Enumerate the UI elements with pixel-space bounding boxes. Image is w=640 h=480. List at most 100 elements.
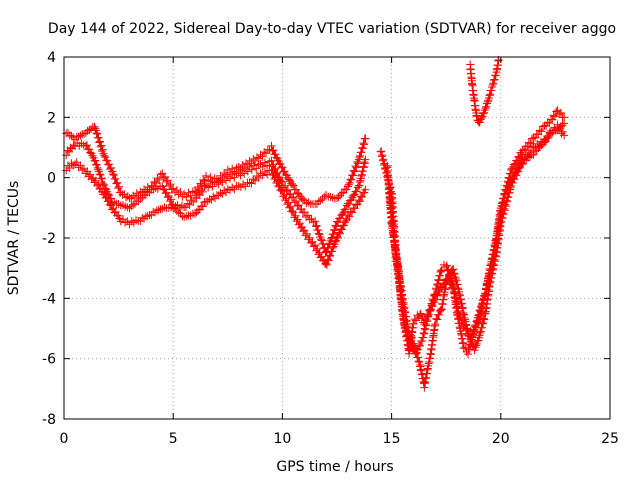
data-point	[267, 141, 276, 150]
data-point	[448, 283, 457, 292]
data-point	[288, 207, 297, 216]
data-point	[278, 187, 287, 196]
data-point	[316, 196, 325, 205]
data-point	[166, 180, 175, 189]
data-point	[436, 271, 445, 280]
data-point	[423, 317, 432, 326]
data-point	[449, 282, 458, 291]
data-point	[191, 209, 200, 218]
x-tick-label: 15	[383, 431, 401, 447]
data-point	[167, 195, 176, 204]
data-point	[286, 202, 295, 211]
data-point	[273, 154, 282, 163]
data-point	[346, 175, 355, 184]
data-point	[405, 334, 414, 343]
data-point	[535, 142, 544, 151]
data-point	[355, 181, 364, 190]
y-tick-label: -2	[42, 231, 56, 247]
data-point	[517, 150, 526, 159]
data-point	[445, 269, 454, 278]
series-track-2	[62, 139, 370, 257]
data-point	[198, 187, 207, 196]
chart-title: Day 144 of 2022, Sidereal Day-to-day VTE…	[48, 21, 616, 37]
data-point	[83, 126, 92, 135]
series-track-3	[62, 158, 370, 269]
data-point	[355, 197, 364, 206]
data-point	[292, 185, 301, 194]
data-point	[422, 321, 431, 330]
data-point	[436, 267, 445, 276]
data-point	[208, 182, 217, 191]
data-point	[326, 192, 335, 201]
data-point	[108, 170, 117, 179]
data-point	[312, 221, 321, 230]
data-point	[360, 159, 369, 168]
data-point	[201, 171, 210, 180]
data-point	[538, 122, 547, 131]
data-point	[271, 173, 280, 182]
data-point	[152, 206, 161, 215]
data-point	[442, 261, 451, 270]
data-point	[509, 160, 518, 169]
data-point	[345, 199, 354, 208]
data-point	[314, 226, 323, 235]
data-point	[97, 174, 106, 183]
data-point	[376, 147, 385, 156]
data-point	[361, 185, 370, 194]
data-point	[93, 163, 102, 172]
data-point	[103, 156, 112, 165]
x-axis-label: GPS time / hours	[276, 459, 393, 475]
data-point	[334, 193, 343, 202]
data-point	[506, 178, 515, 187]
data-point	[416, 309, 425, 318]
data-point	[289, 181, 298, 190]
data-point	[93, 129, 102, 138]
data-point	[345, 212, 354, 221]
data-point	[102, 193, 111, 202]
data-point	[338, 209, 347, 218]
data-point	[357, 148, 366, 157]
data-point	[560, 119, 569, 128]
data-point	[275, 181, 284, 190]
data-point	[230, 185, 239, 194]
data-point	[558, 121, 567, 130]
data-point	[337, 225, 346, 234]
data-point	[447, 277, 456, 286]
data-point	[483, 97, 492, 106]
data-point	[138, 213, 147, 222]
data-point	[414, 353, 423, 362]
data-point	[249, 175, 258, 184]
data-point	[317, 236, 326, 245]
data-point	[243, 167, 252, 176]
data-point	[284, 198, 293, 207]
data-point	[95, 137, 104, 146]
data-point	[327, 247, 336, 256]
data-point	[273, 177, 282, 186]
data-point	[245, 178, 254, 187]
x-tick-label: 0	[60, 431, 69, 447]
data-point	[271, 164, 280, 173]
data-point	[143, 212, 152, 221]
data-point	[76, 161, 85, 170]
data-point	[429, 296, 438, 305]
data-point	[505, 181, 514, 190]
data-point	[340, 205, 349, 214]
data-point	[433, 315, 442, 324]
data-point	[341, 205, 350, 214]
data-point	[476, 328, 485, 337]
series-track-7	[466, 56, 503, 127]
data-point	[357, 171, 366, 180]
data-point	[267, 166, 276, 175]
data-point	[327, 234, 336, 243]
data-point	[464, 350, 473, 359]
data-point	[486, 90, 495, 99]
data-point	[359, 162, 368, 171]
data-point	[249, 155, 258, 164]
data-point	[467, 337, 476, 346]
data-point	[474, 318, 483, 327]
data-point	[434, 275, 443, 284]
data-point	[435, 306, 444, 315]
data-point	[320, 259, 329, 268]
data-point	[340, 218, 349, 227]
data-point	[278, 163, 287, 172]
